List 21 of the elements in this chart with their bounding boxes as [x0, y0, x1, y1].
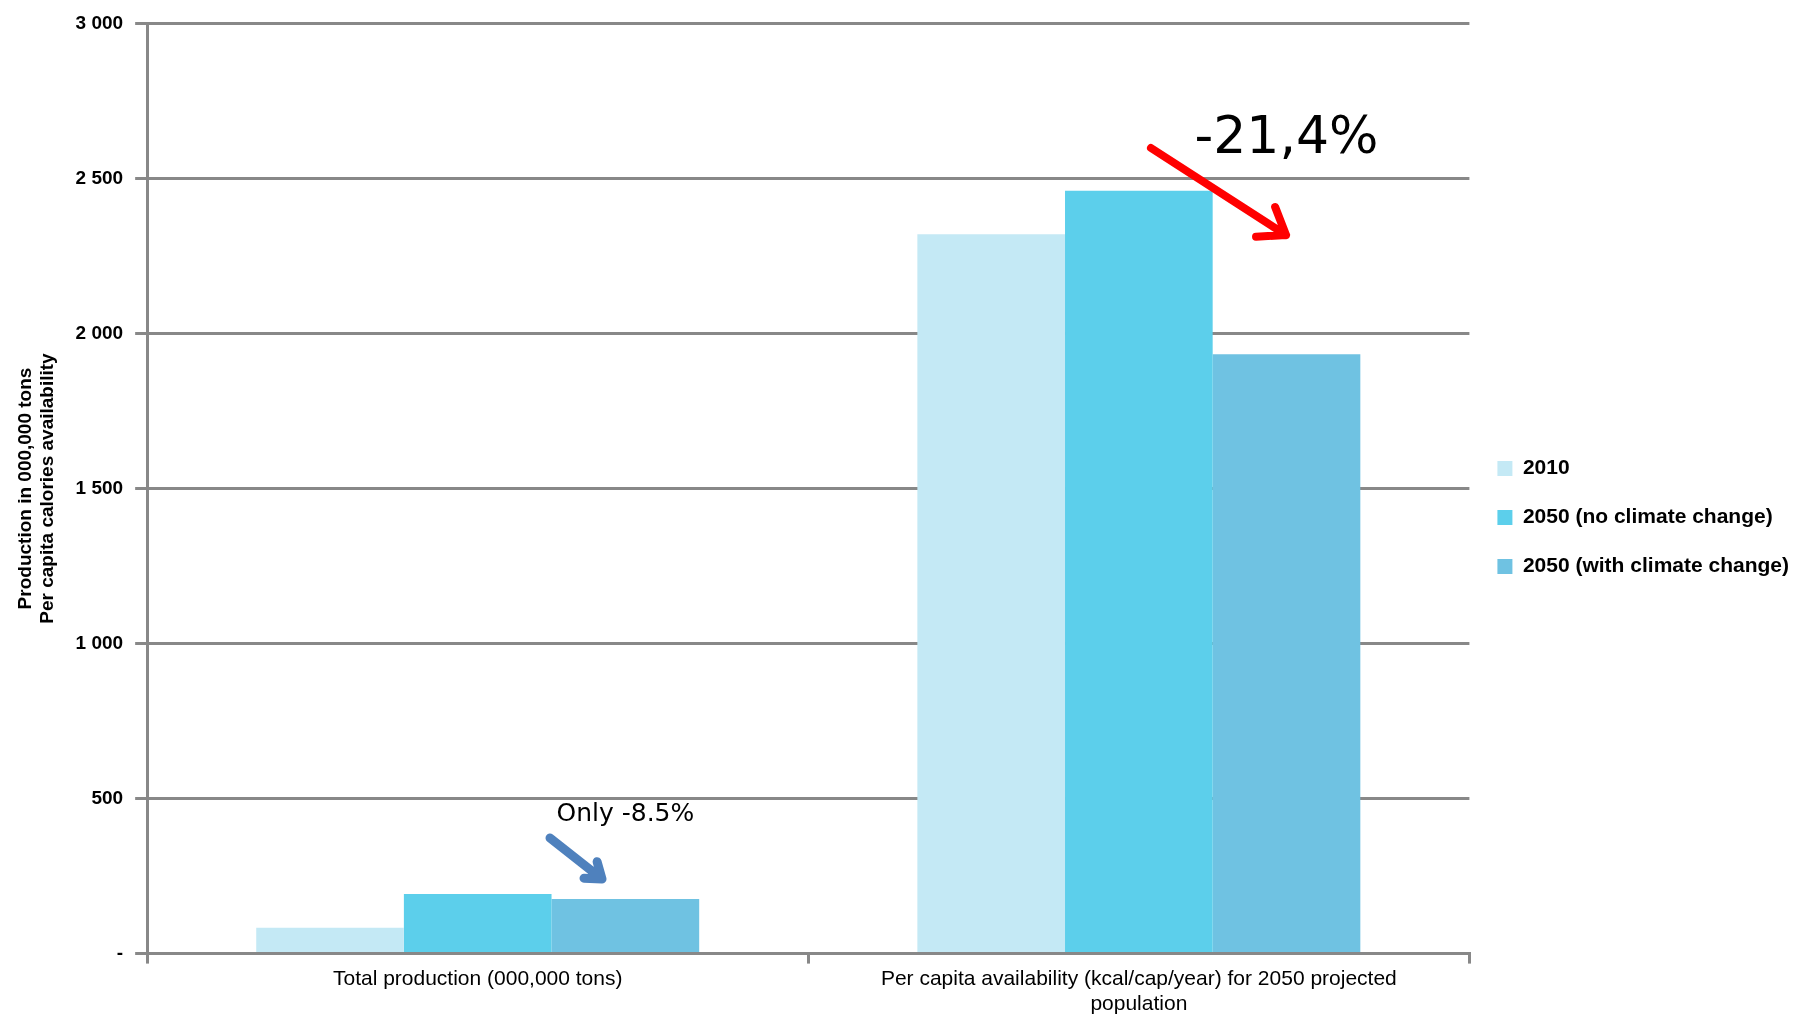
bar — [1065, 190, 1213, 953]
y-tick-label: - — [116, 941, 124, 963]
annotation: -21,4% — [1194, 104, 1379, 165]
legend-label: 2050 (no climate change) — [1522, 504, 1773, 528]
x-tick-label: Total production (000,000 tons) — [332, 966, 623, 989]
y-tick-label: 1 000 — [75, 631, 124, 653]
bar — [403, 894, 552, 953]
bar — [1212, 354, 1361, 953]
y-tick-label: 2 500 — [75, 166, 124, 188]
y-tick-label: 2 000 — [75, 321, 124, 343]
bar — [917, 234, 1066, 953]
bar — [551, 899, 700, 953]
y-tick-label: 3 000 — [75, 11, 124, 33]
y-tick-label: 1 500 — [75, 476, 124, 498]
y-axis-title: Production in 000,000 tons Per capita calories availability — [13, 352, 58, 624]
legend-label: 2050 (with climate change) — [1522, 553, 1789, 577]
y-tick-label: 500 — [91, 786, 124, 808]
bar — [256, 927, 404, 953]
legend-label: 2010 — [1522, 455, 1570, 479]
annotation: Only -8.5% — [556, 797, 695, 827]
x-tick-label: Per capita availability (kcal/cap/year) for 2050 projected population — [880, 966, 1397, 1015]
